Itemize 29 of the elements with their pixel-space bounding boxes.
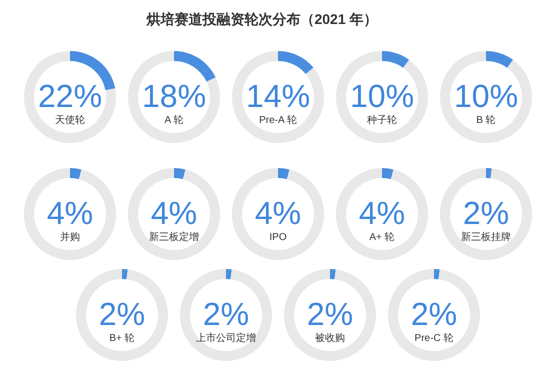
slice-label: A+ 轮 xyxy=(369,231,395,243)
data-label: 2% xyxy=(306,296,354,332)
slice-label: 种子轮 xyxy=(367,114,397,126)
data-label: 10% xyxy=(350,78,414,114)
data-label: 22% xyxy=(38,78,102,114)
slice-label: 被收购 xyxy=(315,332,345,344)
data-label: 2% xyxy=(98,296,146,332)
data-label: 4% xyxy=(46,195,94,231)
slice-label: 并购 xyxy=(60,231,80,243)
slice-label: A 轮 xyxy=(164,114,184,126)
data-label: 2% xyxy=(410,296,458,332)
data-label: 4% xyxy=(254,195,302,231)
slice-label: B+ 轮 xyxy=(109,332,135,344)
slice-label: 上市公司定增 xyxy=(196,332,256,344)
data-label: 10% xyxy=(454,78,518,114)
data-label: 4% xyxy=(358,195,406,231)
slice-label: Pre-A 轮 xyxy=(259,114,297,126)
slice-label: 新三板定增 xyxy=(149,231,199,243)
data-label: 2% xyxy=(462,195,510,231)
data-label: 18% xyxy=(142,78,206,114)
slice-label: Pre-C 轮 xyxy=(414,332,454,344)
text: 烘培赛道投融资轮次分布（2021 年） xyxy=(145,11,378,27)
data-label: 14% xyxy=(246,78,310,114)
data-label: 4% xyxy=(150,195,198,231)
data-label: 2% xyxy=(202,296,250,332)
slice-label: 新三板挂牌 xyxy=(461,231,511,243)
slice-label: B 轮 xyxy=(476,114,496,126)
slice-label: 天使轮 xyxy=(55,114,85,126)
slice-label: IPO xyxy=(269,232,287,243)
